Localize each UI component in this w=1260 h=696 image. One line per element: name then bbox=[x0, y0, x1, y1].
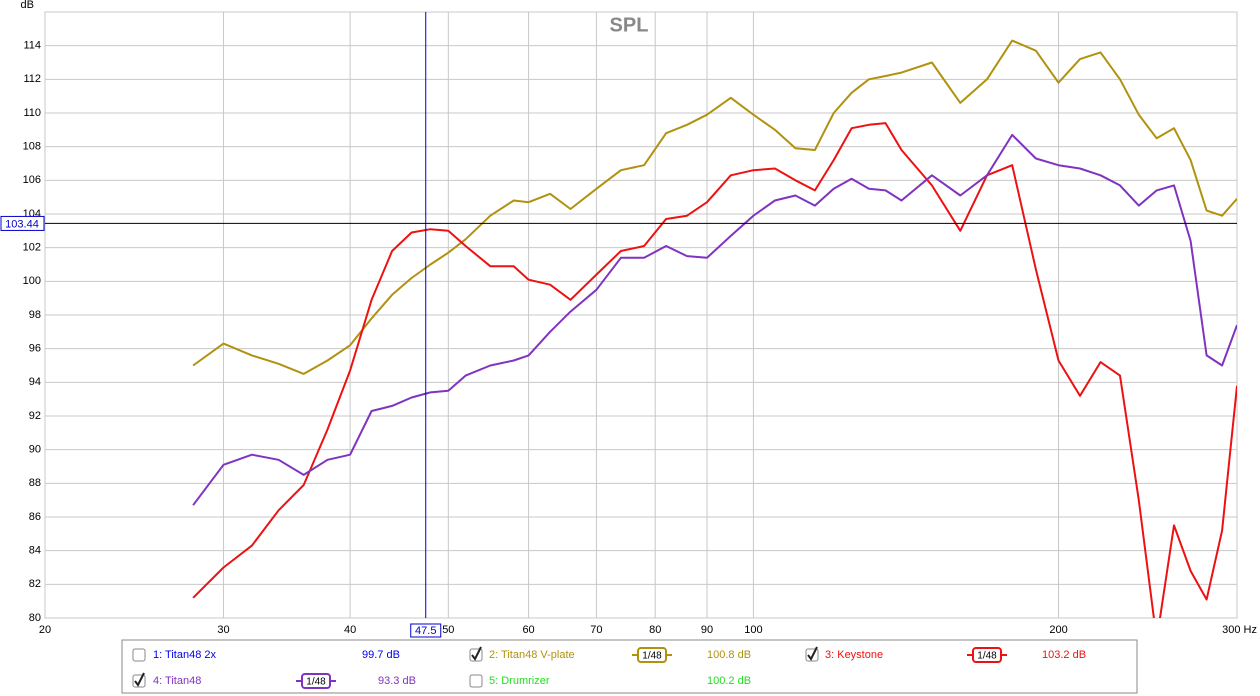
x-tick-label: 300 Hz bbox=[1222, 624, 1257, 636]
y-tick-label: 82 bbox=[29, 578, 41, 590]
y-tick-label: 98 bbox=[29, 309, 41, 321]
y-tick-label: 102 bbox=[23, 242, 41, 254]
legend-checkmark bbox=[471, 646, 482, 661]
x-tick-label: 60 bbox=[522, 624, 534, 636]
y-tick-label: 90 bbox=[29, 444, 41, 456]
legend-name: 1: Titan48 2x bbox=[153, 649, 216, 661]
x-tick-label: 100 bbox=[744, 624, 762, 636]
y-tick-label: 108 bbox=[23, 141, 41, 153]
x-tick-label: 200 bbox=[1049, 624, 1067, 636]
legend-value: 103.2 dB bbox=[1042, 649, 1086, 661]
y-tick-label: 106 bbox=[23, 174, 41, 186]
y-tick-label: 96 bbox=[29, 343, 41, 355]
legend-checkmark bbox=[807, 646, 818, 661]
legend-name: 4: Titan48 bbox=[153, 675, 201, 687]
y-tick-label: 80 bbox=[29, 612, 41, 624]
y-tick-label: 86 bbox=[29, 511, 41, 523]
x-tick-label: 70 bbox=[590, 624, 602, 636]
x-tick-label: 40 bbox=[344, 624, 356, 636]
overlay: 103.44 47.5 bbox=[0, 12, 1237, 638]
chart-title: SPL bbox=[610, 14, 649, 36]
x-tick-label: 50 bbox=[442, 624, 454, 636]
y-tick-label: 100 bbox=[23, 275, 41, 287]
cursor-y-box bbox=[0, 215, 45, 231]
y-axis-label: dB bbox=[21, 0, 34, 11]
x-tick-label: 90 bbox=[701, 624, 713, 636]
lines bbox=[192, 39, 1237, 618]
legend-checkbox[interactable] bbox=[469, 674, 483, 688]
legend-value: 100.8 dB bbox=[707, 649, 751, 661]
series-line bbox=[192, 39, 1237, 375]
x-tick-label: 20 bbox=[39, 624, 51, 636]
y-tick-label: 88 bbox=[29, 477, 41, 489]
y-tick-label: 114 bbox=[23, 40, 41, 52]
legend-checkbox[interactable] bbox=[132, 648, 146, 662]
legend: 1: Titan48 2x 99.7 dB 2: Titan48 V-plate 1/… bbox=[132, 646, 1086, 689]
x-tick-label: 80 bbox=[649, 624, 661, 636]
y-tick-label: 112 bbox=[23, 73, 41, 85]
legend-smoothing-box bbox=[637, 647, 667, 663]
legend-value: 100.2 dB bbox=[707, 675, 751, 687]
series-line bbox=[192, 122, 1237, 618]
cursor-x-label: 47.5 bbox=[415, 625, 436, 637]
legend-checkmark bbox=[134, 672, 145, 687]
legend-box bbox=[121, 639, 1138, 694]
legend-smoothing: 1/48 bbox=[642, 651, 662, 662]
legend-smoothing: 1/48 bbox=[306, 677, 326, 688]
y-tick-label: 110 bbox=[23, 107, 41, 119]
cursor-y-label: 103.44 bbox=[5, 218, 39, 230]
cursor-x-box bbox=[410, 623, 442, 638]
legend-smoothing: 1/48 bbox=[977, 651, 997, 662]
y-tick-label: 84 bbox=[29, 545, 41, 557]
legend-name: 5: Drumrizer bbox=[489, 675, 550, 687]
x-tick-label: 30 bbox=[217, 624, 229, 636]
legend-name: 3: Keystone bbox=[825, 649, 883, 661]
y-tick-label: 94 bbox=[29, 376, 41, 388]
y-tick-label: 92 bbox=[29, 410, 41, 422]
legend-smoothing-box bbox=[301, 673, 331, 689]
legend-value: 99.7 dB bbox=[362, 649, 400, 661]
legend-name: 2: Titan48 V-plate bbox=[489, 649, 575, 661]
series-line bbox=[192, 133, 1237, 506]
legend-smoothing-box bbox=[972, 647, 1002, 663]
legend-value: 93.3 dB bbox=[378, 675, 416, 687]
